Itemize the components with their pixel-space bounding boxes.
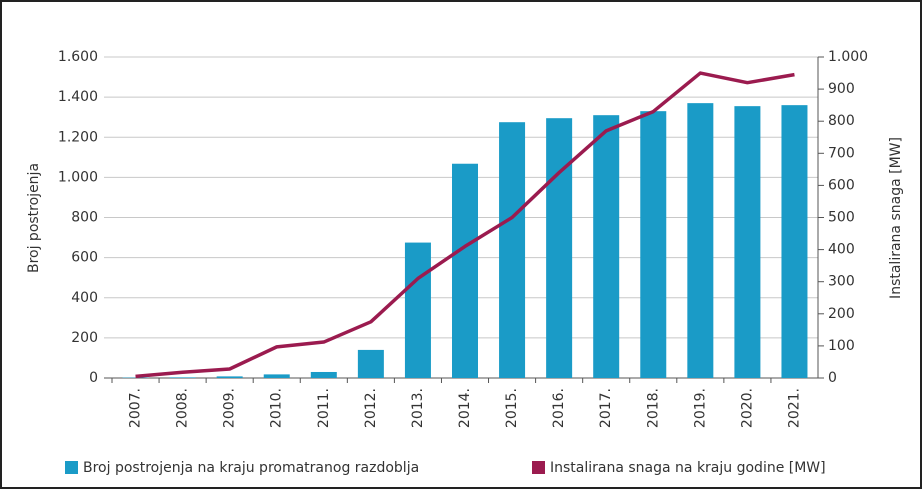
y2-tick-label: 400 (828, 242, 855, 258)
y2-tick-label: 200 (828, 306, 855, 322)
y-axis-label: Broj postrojenja (26, 163, 42, 273)
legend-label: Instalirana snaga na kraju godine [MW] (550, 460, 826, 476)
x-tick-label: 2014. (457, 388, 473, 428)
bar (640, 111, 667, 378)
y2-tick-label: 500 (828, 210, 855, 226)
x-tick-label: 2017. (598, 388, 614, 428)
y-tick-label: 0 (89, 370, 98, 386)
legend-swatch (532, 461, 545, 474)
x-tick-label: 2018. (645, 388, 661, 428)
y-tick-label: 200 (71, 330, 98, 346)
bar (546, 118, 573, 379)
x-tick-label: 2013. (410, 388, 426, 428)
bar (452, 163, 478, 378)
bar (593, 115, 620, 379)
y2-tick-label: 0 (828, 370, 837, 386)
y2-tick-label: 800 (828, 113, 855, 129)
y2-tick-label: 100 (828, 338, 855, 354)
bar (404, 242, 431, 378)
x-tick-label: 2009. (222, 388, 238, 428)
x-tick-label: 2012. (363, 388, 379, 428)
y-tick-label: 400 (71, 290, 98, 306)
y-tick-label: 1.400 (58, 89, 98, 105)
bar (216, 376, 243, 378)
y-tick-label: 1.000 (58, 169, 98, 185)
x-tick-label: 2007. (128, 388, 144, 428)
y2-axis-label: Instalirana snaga [MW] (888, 137, 904, 299)
bar (781, 105, 808, 379)
x-tick-label: 2008. (175, 388, 191, 428)
y2-tick-label: 300 (828, 274, 855, 290)
x-tick-label: 2010. (269, 388, 285, 428)
y2-tick-label: 1.000 (828, 49, 868, 65)
bar (310, 371, 337, 378)
legend-swatch (65, 461, 78, 474)
x-tick-label: 2011. (316, 388, 332, 428)
y-tick-label: 600 (71, 250, 98, 266)
x-tick-label: 2020. (739, 388, 755, 428)
bar (734, 106, 761, 378)
x-tick-label: 2021. (786, 388, 802, 428)
y2-tick-label: 900 (828, 81, 855, 97)
y2-tick-label: 700 (828, 145, 855, 161)
x-tick-label: 2016. (551, 388, 567, 428)
bar (687, 103, 714, 379)
bar (357, 349, 384, 378)
x-tick-label: 2015. (504, 388, 520, 428)
bar (263, 374, 290, 378)
bar (169, 377, 196, 378)
legend-label: Broj postrojenja na kraju promatranog ra… (83, 460, 419, 476)
bar (499, 122, 526, 378)
y-tick-label: 1.200 (58, 129, 98, 145)
x-tick-label: 2019. (692, 388, 708, 428)
y2-tick-label: 600 (828, 177, 855, 193)
y-tick-label: 800 (71, 210, 98, 226)
line (135, 71, 795, 379)
y-tick-label: 1.600 (58, 49, 98, 65)
